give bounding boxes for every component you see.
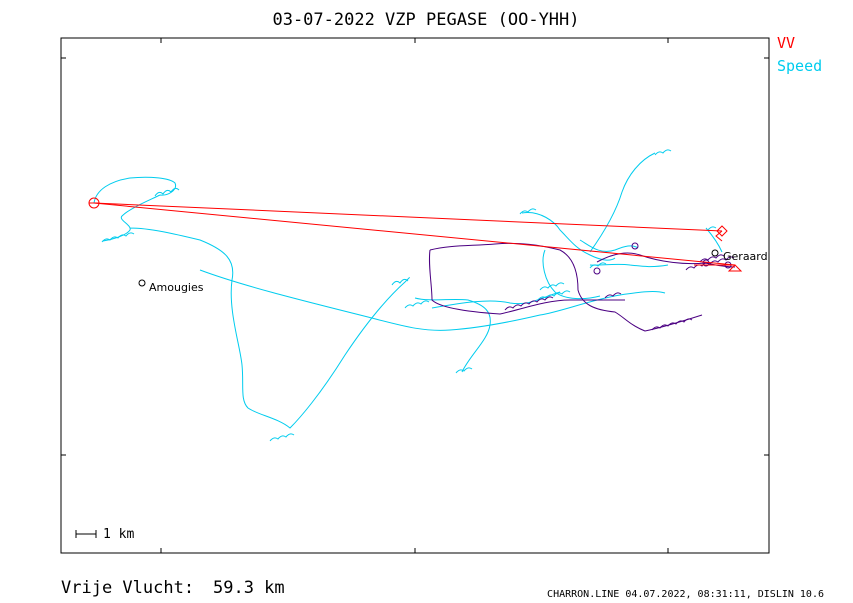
legend-speed: Speed xyxy=(777,57,822,75)
place-label-geraard: Geraard xyxy=(723,250,768,263)
distance-value: 59.3 km xyxy=(213,578,285,598)
indigo-track-line xyxy=(428,242,736,332)
place-marker-geraard xyxy=(711,249,719,257)
scale-label: 1 km xyxy=(103,527,134,542)
vv-turnpoint-marker xyxy=(716,225,728,237)
legend-vv: VV xyxy=(777,34,795,52)
frame-ticks xyxy=(61,38,769,553)
chart-title: 03-07-2022 VZP PEGASE (OO-YHH) xyxy=(272,10,579,30)
scale-bar xyxy=(75,530,97,538)
distance-label: Vrije Vlucht: xyxy=(61,578,194,598)
speed-thermal-loops xyxy=(101,149,717,442)
vv-task-lines xyxy=(93,202,743,272)
plot-frame xyxy=(60,37,770,554)
place-label-amougies: Amougies xyxy=(149,281,204,294)
speed-track-line xyxy=(93,152,723,429)
credit-line: CHARRON.LINE 04.07.2022, 08:31:11, DISLI… xyxy=(547,589,824,600)
place-marker-amougies xyxy=(138,279,146,287)
indigo-thermal-loops xyxy=(504,242,735,331)
